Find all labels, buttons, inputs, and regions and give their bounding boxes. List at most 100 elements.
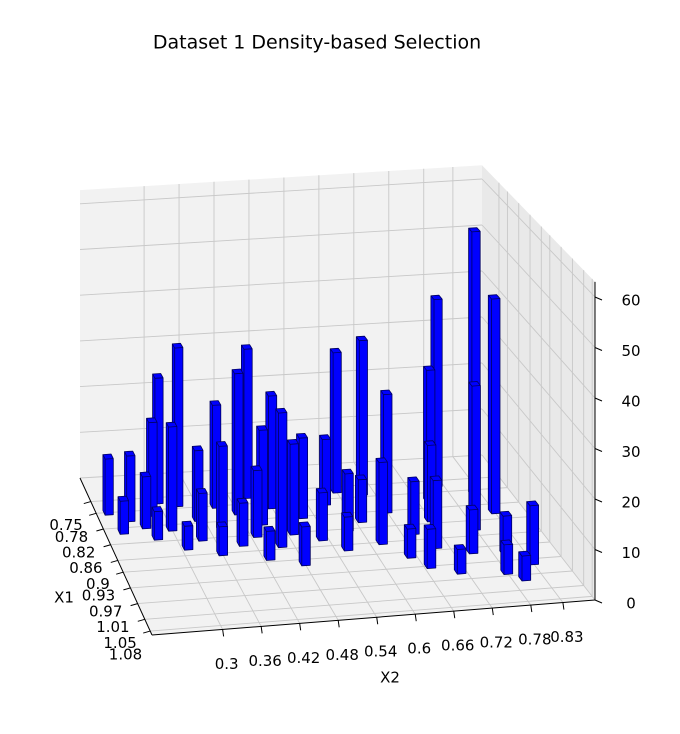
x-tick-label: 0.97 bbox=[89, 602, 122, 620]
bar bbox=[236, 497, 249, 547]
bar bbox=[275, 407, 288, 549]
grid-line bbox=[353, 462, 455, 612]
bar bbox=[231, 368, 244, 516]
z-tick bbox=[594, 296, 603, 301]
grid-line bbox=[481, 270, 596, 399]
y-tick bbox=[376, 617, 379, 625]
bar bbox=[216, 521, 228, 557]
bar bbox=[315, 487, 328, 542]
bar bbox=[453, 544, 467, 575]
y-tick bbox=[299, 623, 302, 631]
z-tick bbox=[594, 498, 603, 503]
bar bbox=[298, 521, 311, 567]
grid-line bbox=[481, 178, 596, 298]
z-tick bbox=[594, 448, 603, 452]
x-tick bbox=[130, 603, 138, 607]
z-tick-label: 0 bbox=[626, 595, 636, 613]
bar bbox=[151, 506, 164, 541]
y-tick bbox=[491, 608, 494, 616]
x-tick bbox=[96, 528, 104, 532]
y-tick bbox=[260, 626, 263, 634]
grid-line bbox=[481, 362, 596, 500]
bar bbox=[196, 488, 208, 542]
y-tick bbox=[337, 620, 340, 628]
x-tick-label: 0.82 bbox=[62, 544, 95, 562]
grid-line bbox=[137, 570, 573, 605]
y-tick-label: 0.48 bbox=[325, 646, 358, 664]
x-tick bbox=[143, 630, 151, 634]
y-tick-label: 0.36 bbox=[248, 652, 281, 670]
chart-title: Dataset 1 Density-based Selection bbox=[153, 32, 481, 54]
x-tick-label: 1.08 bbox=[109, 646, 142, 664]
bar bbox=[250, 465, 263, 538]
x-tick bbox=[83, 501, 91, 505]
z-tick-label: 30 bbox=[621, 443, 640, 461]
grid-line bbox=[481, 316, 596, 449]
x-tick bbox=[123, 587, 131, 591]
z-tick bbox=[594, 347, 603, 351]
x-tick-label: 0.86 bbox=[69, 559, 102, 577]
bar bbox=[355, 474, 368, 524]
bar bbox=[165, 421, 178, 532]
y-tick-label: 0.6 bbox=[407, 640, 431, 658]
grid-line bbox=[79, 316, 483, 342]
bar bbox=[102, 453, 114, 516]
grid-line bbox=[79, 178, 483, 205]
z-tick-label: 10 bbox=[621, 544, 640, 562]
bar bbox=[241, 344, 253, 499]
x-tick bbox=[116, 571, 124, 575]
bar bbox=[341, 511, 354, 552]
bar bbox=[117, 495, 129, 535]
x-tick-label: 0.9 bbox=[86, 575, 110, 593]
y-tick-label: 0.83 bbox=[550, 628, 583, 646]
y-tick-label: 0.66 bbox=[441, 637, 474, 655]
grid-line bbox=[79, 362, 483, 388]
y-tick bbox=[453, 611, 456, 619]
bar bbox=[139, 471, 152, 530]
x-tick-label: 0.93 bbox=[82, 587, 115, 605]
y-tick bbox=[530, 605, 533, 613]
grid-line bbox=[130, 556, 562, 589]
bar bbox=[181, 520, 194, 551]
bar bbox=[468, 381, 481, 531]
y-tick-label: 0.54 bbox=[364, 643, 397, 661]
grid-line bbox=[481, 224, 596, 348]
grid-line bbox=[213, 470, 301, 624]
grid-line bbox=[123, 541, 550, 573]
y-tick bbox=[414, 614, 417, 622]
bar bbox=[375, 457, 388, 546]
x-tick bbox=[103, 544, 111, 548]
grid-line bbox=[150, 595, 593, 632]
bar bbox=[263, 525, 276, 561]
y-axis-line bbox=[151, 599, 596, 636]
bar bbox=[487, 294, 501, 515]
y-tick-label: 0.3 bbox=[215, 655, 239, 673]
z-tick bbox=[594, 397, 603, 402]
z-tick-label: 20 bbox=[621, 494, 640, 512]
z-tick-label: 50 bbox=[621, 342, 640, 360]
bar bbox=[287, 439, 299, 536]
y-tick-label: 0.72 bbox=[480, 634, 513, 652]
bar bbox=[403, 523, 417, 559]
x-axis-label: X1 bbox=[54, 589, 74, 607]
x-tick-label: 1.01 bbox=[96, 618, 129, 636]
bar bbox=[423, 524, 437, 569]
grid-line bbox=[481, 408, 596, 550]
x-tick-label: 1.05 bbox=[103, 634, 136, 652]
y-tick-label: 0.42 bbox=[287, 649, 320, 667]
x-tick bbox=[89, 512, 97, 516]
x-tick bbox=[137, 618, 145, 622]
x-tick-label: 0.78 bbox=[55, 528, 88, 546]
grid-line bbox=[79, 224, 483, 250]
grid-line bbox=[79, 270, 483, 296]
y-axis-label: X2 bbox=[380, 669, 400, 687]
z-tick-label: 40 bbox=[621, 393, 640, 411]
z-tick bbox=[594, 599, 603, 604]
y-tick-label: 0.78 bbox=[518, 631, 551, 649]
bar bbox=[518, 550, 532, 582]
x-tick bbox=[110, 559, 118, 563]
x-axis-line bbox=[79, 477, 153, 636]
bar bbox=[216, 441, 228, 533]
